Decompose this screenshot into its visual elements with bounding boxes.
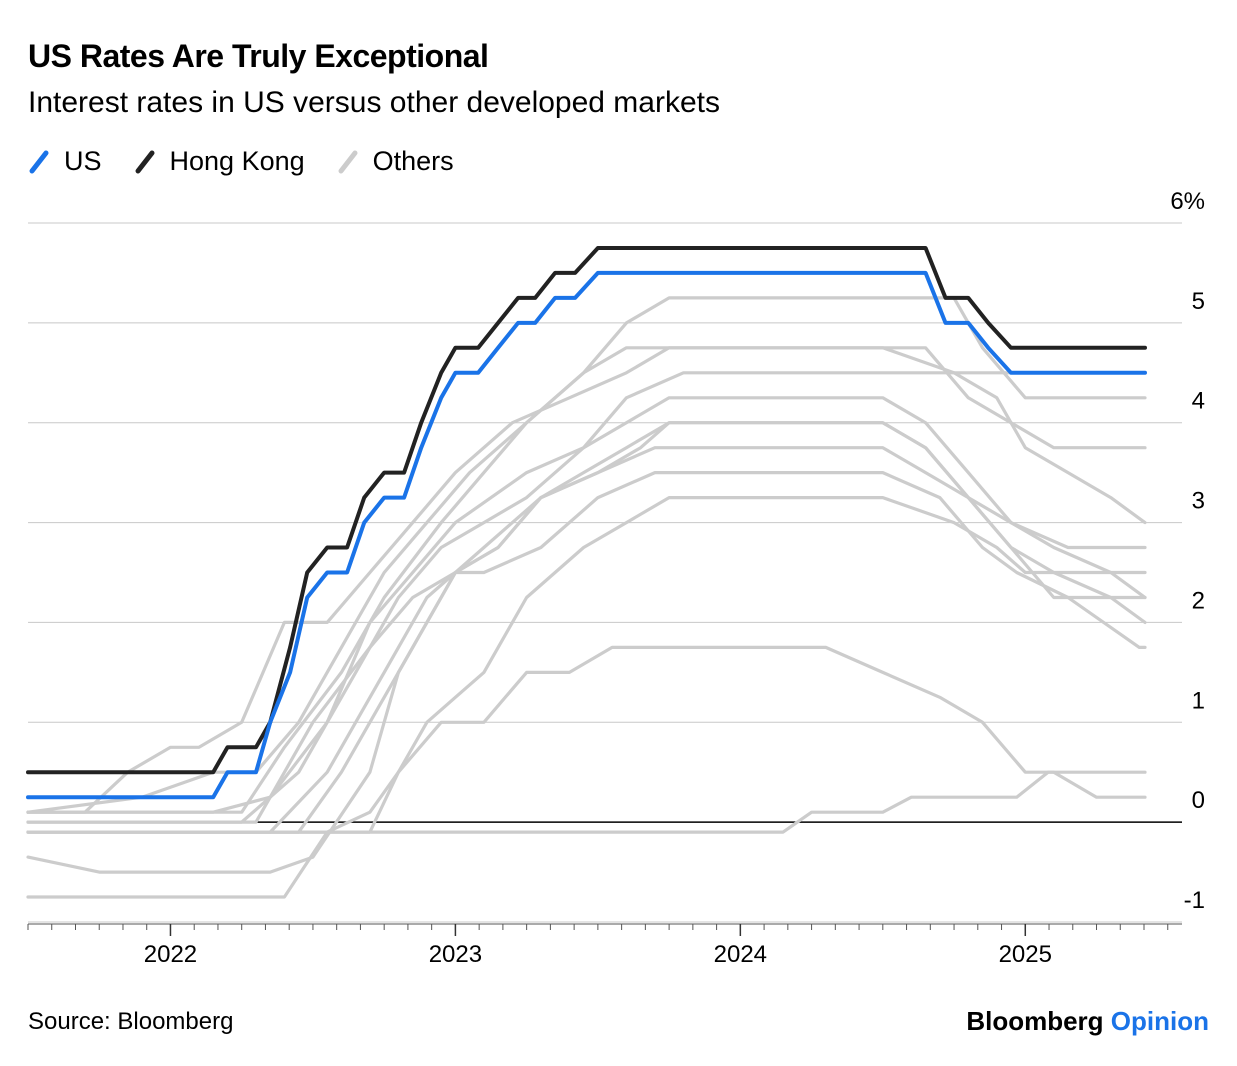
series-line-others (26, 346, 1147, 814)
chart-title: US Rates Are Truly Exceptional (28, 38, 489, 74)
series-line-others (26, 471, 1147, 874)
brand-accent: Opinion (1110, 1006, 1209, 1036)
y-tick-label: 6% (1170, 188, 1205, 215)
legend-item-hong-kong: Hong Kong (134, 146, 305, 177)
legend-swatch-hong-kong (134, 147, 156, 177)
brand-logo: Bloomberg Opinion (966, 1006, 1209, 1037)
line-chart: -1 0 1 2 3 4 5 6% 2022 2023 2024 2025 (26, 188, 1205, 968)
series-line-others (26, 645, 1147, 834)
y-tick-label: -1 (1184, 887, 1205, 914)
legend-item-others: Others (337, 146, 454, 177)
x-tick-label: 2024 (714, 941, 767, 968)
series-line-others (26, 770, 1147, 834)
series-line-others (26, 421, 1147, 834)
brand-name: Bloomberg (966, 1006, 1104, 1036)
y-tick-label: 4 (1192, 388, 1205, 415)
source-note: Source: Bloomberg (28, 1008, 234, 1035)
x-tick-label: 2025 (999, 941, 1052, 968)
series-line-others (26, 346, 1147, 814)
legend-item-us: US (28, 146, 102, 177)
legend-swatch-others (337, 147, 359, 177)
y-tick-label: 1 (1192, 687, 1205, 714)
series-line-us (26, 270, 1147, 800)
series-line-others (26, 371, 1147, 814)
series-line-others (26, 446, 1147, 834)
y-tick-label: 3 (1192, 488, 1205, 515)
x-tick-label: 2023 (429, 941, 482, 968)
legend-swatch-us (28, 147, 50, 177)
y-tick-label: 2 (1192, 587, 1205, 614)
y-tick-label: 5 (1192, 288, 1205, 315)
series-line-others (26, 496, 1147, 899)
legend-label-hong-kong: Hong Kong (169, 146, 305, 176)
x-tick-label: 2022 (144, 941, 197, 968)
series-line-others (26, 421, 1147, 824)
chart-subtitle: Interest rates in US versus other develo… (28, 86, 720, 119)
legend-label-us: US (64, 146, 102, 176)
y-tick-label: 0 (1192, 787, 1205, 814)
series-line-others (26, 296, 1147, 814)
series-line-others (26, 396, 1147, 824)
legend-label-others: Others (372, 146, 454, 176)
series-line-hong-kong (26, 246, 1147, 775)
chart-legend: US Hong Kong Others (28, 146, 486, 177)
